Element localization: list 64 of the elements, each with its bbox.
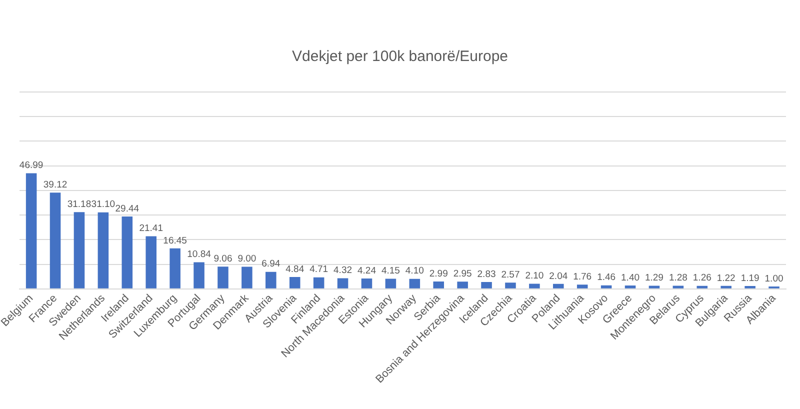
chart-title: Vdekjet per 100k banorë/Europe [292,48,508,66]
data-label: 21.41 [139,223,163,234]
data-label: 9.06 [214,253,232,264]
data-label: 2.57 [501,269,520,280]
bar [385,278,396,288]
data-label: 1.28 [668,272,688,284]
data-label: 39.12 [43,180,68,190]
bar [122,216,133,288]
bar [409,278,420,288]
bar [624,285,636,288]
data-label: 6.94 [262,258,280,270]
data-label: 9.00 [238,254,256,265]
data-label: 2.83 [477,268,496,280]
data-label: 1.22 [716,272,736,284]
data-label: 2.99 [429,268,448,280]
bar [218,266,228,288]
data-label: 4.24 [357,265,376,276]
bar [529,284,540,288]
bar [481,282,492,288]
bar [553,284,564,288]
bar [696,286,708,288]
data-label: 2.10 [525,270,544,282]
bar [242,266,252,288]
data-label: 4.10 [405,266,424,277]
bar [337,278,348,288]
bar [433,282,444,288]
data-label: 4.15 [381,266,400,277]
bar [266,272,276,288]
data-label: 46.99 [19,160,44,172]
data-label: 1.26 [692,272,712,284]
bar [146,236,156,288]
bar [98,212,109,288]
bar [194,262,204,288]
data-label: 1.46 [597,272,616,284]
data-label: 1.19 [740,272,760,284]
data-label: 2.04 [549,270,568,282]
bar [744,286,756,288]
data-label: 1.76 [573,271,592,282]
data-label: 1.40 [621,272,640,284]
data-label: 31.10 [91,199,116,210]
bar [576,284,588,288]
bar [672,286,684,288]
data-label: 1.00 [764,273,784,284]
data-label: 1.29 [644,272,664,284]
bar [289,277,300,288]
bar [648,286,660,288]
data-label: 10.84 [187,249,211,260]
data-label: 2.95 [453,268,472,280]
data-label: 4.84 [286,264,304,275]
data-label: 4.71 [310,264,328,276]
bar [457,282,468,288]
bar [361,278,372,288]
bar [313,277,324,288]
data-label: 4.32 [334,265,352,276]
data-label: 16.45 [163,235,187,246]
bar [600,285,612,288]
data-label: 29.44 [115,203,140,214]
bar [26,173,37,288]
bar [505,282,516,288]
bar [74,212,85,288]
bar [170,248,180,288]
bar [50,192,61,288]
data-label: 31.18 [67,199,92,210]
bar [720,286,732,288]
